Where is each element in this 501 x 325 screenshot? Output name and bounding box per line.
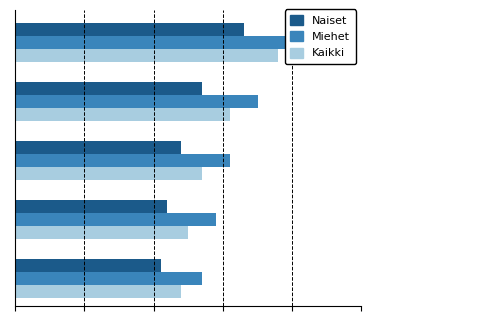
Bar <box>15 23 243 36</box>
Bar <box>15 95 257 108</box>
Bar <box>15 272 202 285</box>
Legend: Naiset, Miehet, Kaikki: Naiset, Miehet, Kaikki <box>284 9 355 64</box>
Bar <box>15 226 188 239</box>
Bar <box>15 108 229 121</box>
Bar <box>15 167 202 180</box>
Bar <box>15 154 229 167</box>
Bar <box>15 285 181 298</box>
Bar <box>15 213 215 226</box>
Bar <box>15 36 306 49</box>
Bar <box>15 49 278 62</box>
Bar <box>15 200 167 213</box>
Bar <box>15 82 202 95</box>
Bar <box>15 259 160 272</box>
Bar <box>15 141 181 154</box>
